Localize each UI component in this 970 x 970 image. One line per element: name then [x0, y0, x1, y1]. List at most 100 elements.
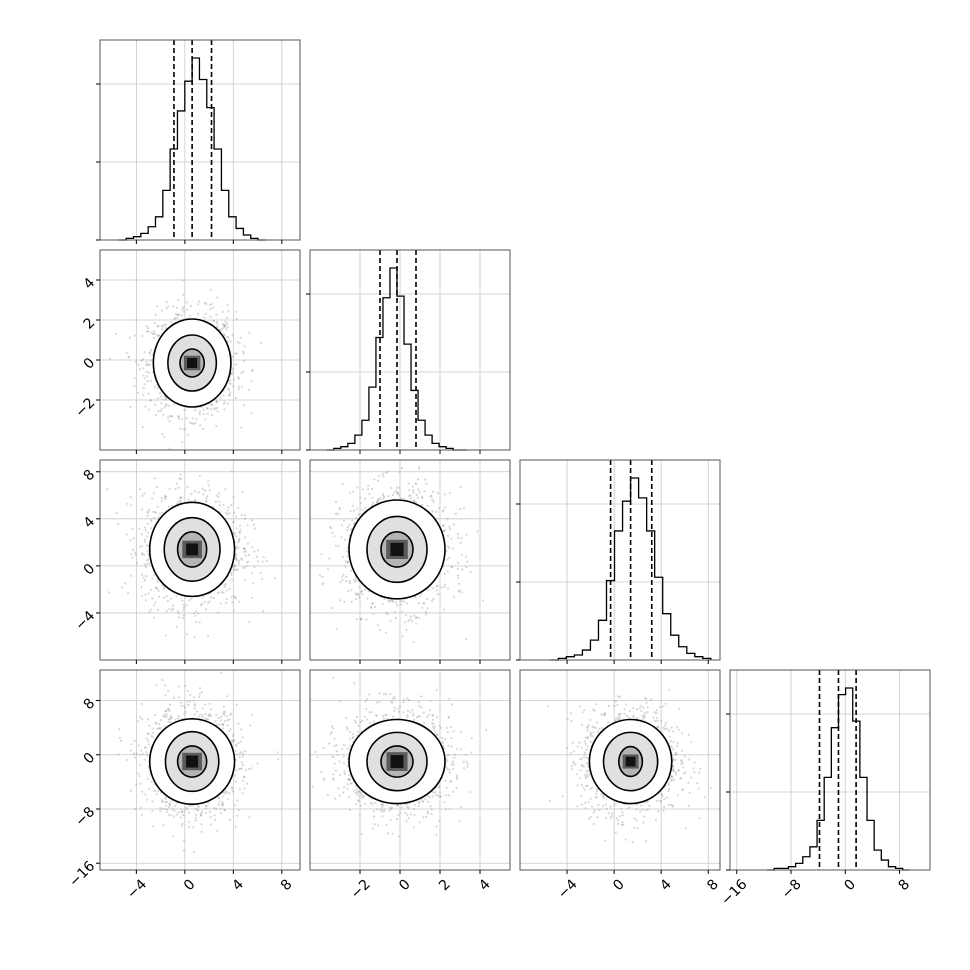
scatter-point: [164, 496, 167, 499]
scatter-point: [156, 397, 160, 400]
scatter-point: [237, 546, 240, 549]
scatter-point: [226, 304, 229, 307]
scatter-point: [121, 586, 124, 589]
scatter-point: [161, 407, 164, 410]
scatter-point: [245, 565, 248, 568]
scatter-point: [203, 316, 206, 319]
scatter-point: [381, 602, 384, 605]
scatter-point: [147, 363, 150, 366]
scatter-point: [341, 578, 344, 581]
scatter-point: [355, 618, 358, 621]
scatter-point: [228, 792, 231, 795]
scatter-point: [346, 561, 349, 565]
scatter-point: [227, 798, 230, 801]
scatter-point: [195, 610, 198, 613]
scatter-point: [143, 563, 147, 566]
scatter-point: [197, 806, 200, 809]
scatter-point: [167, 720, 170, 724]
scatter-point: [348, 523, 351, 526]
scatter-point: [230, 578, 233, 581]
scatter-point: [452, 595, 456, 598]
scatter-point: [230, 470, 233, 473]
scatter-point: [465, 565, 468, 569]
scatter-point: [138, 774, 141, 778]
scatter-point: [153, 573, 156, 576]
scatter-point: [350, 569, 353, 573]
scatter-point: [357, 594, 360, 597]
scatter-point: [179, 816, 182, 819]
histogram-step-0: [118, 57, 266, 241]
scatter-point: [151, 577, 154, 580]
scatter-point: [172, 305, 175, 308]
scatter-point: [156, 587, 159, 590]
scatter-point: [234, 396, 237, 400]
scatter-point: [241, 736, 244, 739]
scatter-point: [341, 482, 344, 485]
scatter-point: [204, 312, 207, 315]
scatter-point: [441, 510, 445, 513]
scatter-point: [249, 724, 252, 727]
scatter-point: [226, 791, 229, 794]
scatter-point: [215, 400, 218, 403]
scatter-point: [339, 599, 342, 602]
scatter-point: [465, 533, 468, 536]
scatter-point: [365, 618, 368, 621]
scatter-point: [349, 510, 352, 513]
scatter-point: [140, 573, 143, 576]
scatter-point: [236, 814, 239, 817]
scatter-point: [215, 401, 218, 404]
scatter-point: [214, 500, 217, 503]
scatter-point: [372, 501, 375, 504]
pair-panel-2-1: [310, 460, 510, 660]
scatter-point: [223, 720, 227, 723]
scatter-point: [454, 512, 457, 516]
scatter-point: [458, 582, 461, 585]
scatter-point: [215, 325, 219, 328]
scatter-point: [158, 722, 161, 726]
scatter-point: [219, 723, 222, 726]
scatter-point: [164, 796, 167, 799]
scatter-point: [391, 600, 394, 603]
scatter-point: [152, 825, 155, 828]
scatter-point: [223, 809, 227, 812]
scatter-point: [220, 719, 223, 722]
scatter-point: [235, 743, 238, 746]
scatter-point: [130, 553, 133, 556]
scatter-point: [180, 808, 183, 811]
scatter-point: [172, 604, 175, 608]
scatter-point: [373, 478, 376, 481]
scatter-point: [151, 597, 154, 600]
scatter-point: [421, 496, 424, 499]
scatter-point: [207, 484, 210, 487]
scatter-point: [318, 574, 321, 577]
scatter-point: [385, 471, 388, 474]
scatter-point: [415, 616, 418, 619]
scatter-point: [207, 714, 210, 717]
histogram-panel-2: [520, 460, 720, 661]
scatter-point: [185, 806, 188, 809]
scatter-point: [166, 416, 169, 419]
contour-level-3: [152, 318, 232, 408]
scatter-point: [185, 301, 189, 304]
scatter-point: [203, 600, 206, 604]
scatter-point: [448, 491, 451, 494]
scatter-point: [177, 415, 180, 418]
scatter-point: [171, 504, 174, 507]
scatter-point: [161, 511, 164, 515]
scatter-point: [226, 336, 229, 339]
scatter-point: [197, 612, 200, 615]
scatter-point: [326, 568, 329, 571]
scatter-point: [137, 772, 140, 775]
scatter-point: [232, 564, 235, 567]
scatter-point: [232, 385, 235, 388]
scatter-point: [216, 592, 219, 595]
scatter-point: [147, 508, 151, 512]
scatter-point: [225, 582, 228, 586]
scatter-point: [243, 550, 246, 553]
scatter-point: [226, 513, 229, 516]
scatter-point: [177, 500, 181, 503]
scatter-point: [145, 544, 148, 547]
scatter-point: [386, 470, 389, 473]
scatter-point: [223, 402, 226, 406]
scatter-point: [136, 391, 140, 394]
